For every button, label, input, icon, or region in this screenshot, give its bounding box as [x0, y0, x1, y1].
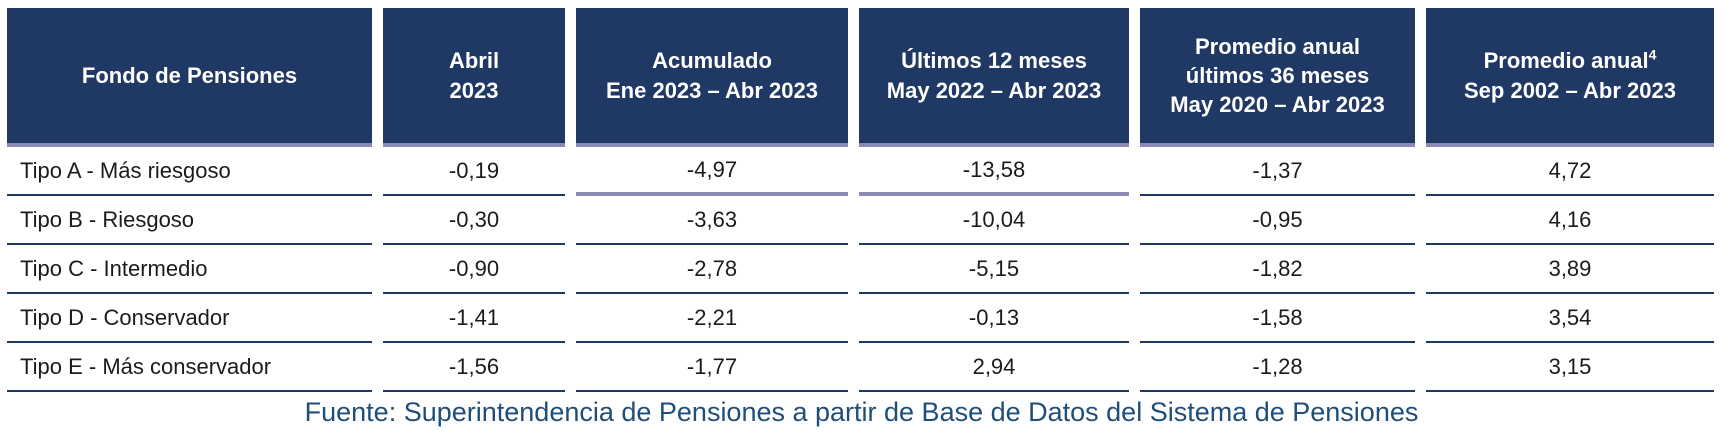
value-36-meses: -1,37 [1140, 147, 1415, 196]
value-12-meses: -10,04 [859, 196, 1129, 245]
header-fondo-de-pensiones: Fondo de Pensiones [7, 8, 372, 147]
value-36-meses: -1,28 [1140, 343, 1415, 392]
footnote-superscript: 4 [1648, 47, 1657, 64]
header-line: Abril [448, 48, 500, 74]
value-abril: -1,56 [383, 343, 565, 392]
fund-name: Tipo A - Más riesgoso [7, 147, 372, 196]
table-row-tipo-a: Tipo A - Más riesgoso -0,19 -4,97 -13,58… [0, 147, 1723, 196]
value-12-meses: 2,94 [859, 343, 1129, 392]
header-line: 2023 [449, 77, 499, 103]
value-historico: 3,89 [1426, 245, 1714, 294]
value-12-meses: -13,58 [859, 147, 1129, 196]
value-historico: 4,72 [1426, 147, 1714, 196]
value-36-meses: -1,58 [1140, 294, 1415, 343]
value-historico: 4,16 [1426, 196, 1714, 245]
header-line: May 2020 – Abr 2023 [1170, 92, 1385, 118]
value-acumulado: -2,78 [576, 245, 848, 294]
value-12-meses: -0,13 [859, 294, 1129, 343]
source-note: Fuente: Superintendencia de Pensiones a … [304, 397, 1419, 427]
value-acumulado: -4,97 [576, 147, 848, 196]
table-row-tipo-d: Tipo D - Conservador -1,41 -2,21 -0,13 -… [0, 294, 1723, 343]
header-ultimos-12-meses: Últimos 12 meses May 2022 – Abr 2023 [859, 8, 1129, 147]
header-line: últimos 36 meses [1185, 62, 1370, 88]
fund-name: Tipo E - Más conservador [7, 343, 372, 392]
value-abril: -0,30 [383, 196, 565, 245]
header-line: Fondo de Pensiones [81, 62, 298, 88]
header-abril-2023: Abril 2023 [383, 8, 565, 147]
table-row-tipo-c: Tipo C - Intermedio -0,90 -2,78 -5,15 -1… [0, 245, 1723, 294]
value-acumulado: -1,77 [576, 343, 848, 392]
header-promedio-anual-36-meses: Promedio anual últimos 36 meses May 2020… [1140, 8, 1415, 147]
value-historico: 3,15 [1426, 343, 1714, 392]
header-line: Promedio anual4 [1484, 46, 1657, 75]
value-abril: -0,19 [383, 147, 565, 196]
fund-name: Tipo D - Conservador [7, 294, 372, 343]
header-promedio-anual-historico: Promedio anual4 Sep 2002 – Abr 2023 [1426, 8, 1714, 147]
header-line: Acumulado [652, 48, 772, 74]
value-12-meses: -5,15 [859, 245, 1129, 294]
value-historico: 3,54 [1426, 294, 1714, 343]
value-abril: -1,41 [383, 294, 565, 343]
value-acumulado: -3,63 [576, 196, 848, 245]
value-36-meses: -1,82 [1140, 245, 1415, 294]
table-row-tipo-b: Tipo B - Riesgoso -0,30 -3,63 -10,04 -0,… [0, 196, 1723, 245]
header-acumulado: Acumulado Ene 2023 – Abr 2023 [576, 8, 848, 147]
header-text: Promedio anual [1483, 48, 1649, 74]
value-abril: -0,90 [383, 245, 565, 294]
value-36-meses: -0,95 [1140, 196, 1415, 245]
fund-name: Tipo B - Riesgoso [7, 196, 372, 245]
header-line: Promedio anual [1194, 33, 1361, 59]
fund-name: Tipo C - Intermedio [7, 245, 372, 294]
table-row-tipo-e: Tipo E - Más conservador -1,56 -1,77 2,9… [0, 343, 1723, 392]
header-line: May 2022 – Abr 2023 [886, 77, 1102, 103]
table-header-row: Fondo de Pensiones Abril 2023 Acumulado … [0, 8, 1723, 147]
value-acumulado: -2,21 [576, 294, 848, 343]
header-line: Sep 2002 – Abr 2023 [1464, 77, 1676, 103]
header-line: Ene 2023 – Abr 2023 [606, 77, 818, 103]
header-line: Últimos 12 meses [901, 48, 1087, 74]
